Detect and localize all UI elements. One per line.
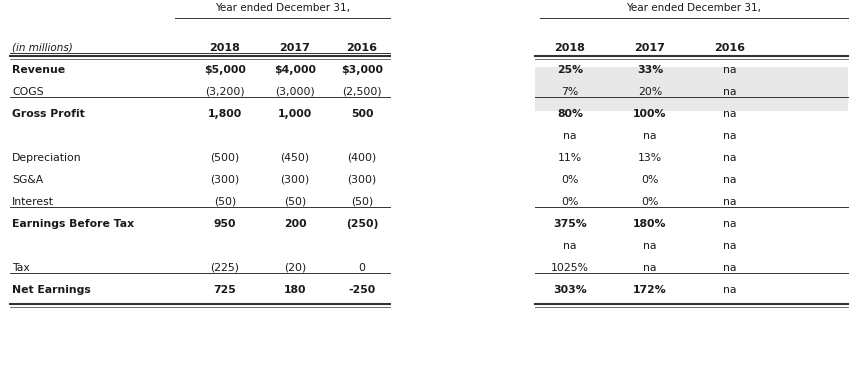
- Text: 725: 725: [214, 285, 236, 295]
- Text: Gross Profit: Gross Profit: [12, 109, 85, 119]
- Text: 0%: 0%: [641, 175, 659, 185]
- Text: SG&A: SG&A: [12, 175, 43, 185]
- Text: (500): (500): [210, 153, 239, 163]
- Text: 100%: 100%: [633, 109, 667, 119]
- Text: 180%: 180%: [633, 219, 667, 229]
- Text: 0%: 0%: [561, 197, 578, 207]
- Text: (400): (400): [347, 153, 377, 163]
- Text: 20%: 20%: [637, 87, 662, 97]
- Text: 375%: 375%: [553, 219, 587, 229]
- Text: 0%: 0%: [641, 197, 659, 207]
- Text: na: na: [723, 263, 737, 273]
- Text: (3,200): (3,200): [205, 87, 245, 97]
- Text: na: na: [723, 197, 737, 207]
- Text: 80%: 80%: [557, 109, 583, 119]
- Text: na: na: [723, 87, 737, 97]
- Text: 2018: 2018: [209, 43, 240, 53]
- Text: 0: 0: [359, 263, 366, 273]
- Text: 2016: 2016: [715, 43, 746, 53]
- Text: (450): (450): [281, 153, 310, 163]
- Text: Interest: Interest: [12, 197, 54, 207]
- Text: (50): (50): [214, 197, 236, 207]
- Text: na: na: [723, 65, 737, 75]
- Text: na: na: [644, 263, 656, 273]
- Text: $3,000: $3,000: [341, 65, 383, 75]
- Text: Depreciation: Depreciation: [12, 153, 82, 163]
- Text: na: na: [723, 131, 737, 141]
- Text: (300): (300): [210, 175, 239, 185]
- Text: 2017: 2017: [280, 43, 311, 53]
- Text: (300): (300): [281, 175, 310, 185]
- Text: na: na: [723, 241, 737, 251]
- Text: 200: 200: [284, 219, 306, 229]
- Text: na: na: [723, 109, 737, 119]
- Text: Revenue: Revenue: [12, 65, 65, 75]
- Text: 11%: 11%: [558, 153, 582, 163]
- Text: 172%: 172%: [633, 285, 667, 295]
- Text: $5,000: $5,000: [204, 65, 246, 75]
- FancyBboxPatch shape: [535, 67, 848, 89]
- Text: 1,800: 1,800: [208, 109, 242, 119]
- FancyBboxPatch shape: [535, 89, 848, 111]
- Text: 2018: 2018: [554, 43, 585, 53]
- Text: $4,000: $4,000: [274, 65, 316, 75]
- Text: Earnings Before Tax: Earnings Before Tax: [12, 219, 134, 229]
- Text: (in millions): (in millions): [12, 43, 73, 53]
- Text: 303%: 303%: [553, 285, 587, 295]
- Text: Year ended December 31,: Year ended December 31,: [215, 3, 350, 13]
- Text: na: na: [723, 153, 737, 163]
- Text: 33%: 33%: [637, 65, 663, 75]
- Text: Year ended December 31,: Year ended December 31,: [626, 3, 762, 13]
- Text: 13%: 13%: [638, 153, 662, 163]
- Text: (2,500): (2,500): [342, 87, 382, 97]
- Text: na: na: [723, 175, 737, 185]
- Text: (50): (50): [284, 197, 306, 207]
- Text: (50): (50): [351, 197, 373, 207]
- Text: Tax: Tax: [12, 263, 30, 273]
- Text: (250): (250): [346, 219, 378, 229]
- Text: na: na: [644, 131, 656, 141]
- Text: na: na: [723, 219, 737, 229]
- Text: 1,000: 1,000: [278, 109, 312, 119]
- Text: na: na: [563, 241, 577, 251]
- Text: na: na: [563, 131, 577, 141]
- Text: Net Earnings: Net Earnings: [12, 285, 91, 295]
- Text: 2016: 2016: [347, 43, 378, 53]
- Text: 7%: 7%: [561, 87, 578, 97]
- Text: 0%: 0%: [561, 175, 578, 185]
- Text: (3,000): (3,000): [275, 87, 315, 97]
- Text: COGS: COGS: [12, 87, 44, 97]
- Text: 950: 950: [214, 219, 236, 229]
- Text: -250: -250: [348, 285, 376, 295]
- Text: 2017: 2017: [635, 43, 666, 53]
- Text: (300): (300): [347, 175, 377, 185]
- Text: 180: 180: [284, 285, 306, 295]
- Text: (20): (20): [284, 263, 306, 273]
- Text: 25%: 25%: [557, 65, 583, 75]
- Text: 1025%: 1025%: [551, 263, 589, 273]
- Text: na: na: [723, 285, 737, 295]
- Text: na: na: [644, 241, 656, 251]
- Text: 500: 500: [351, 109, 373, 119]
- Text: (225): (225): [210, 263, 239, 273]
